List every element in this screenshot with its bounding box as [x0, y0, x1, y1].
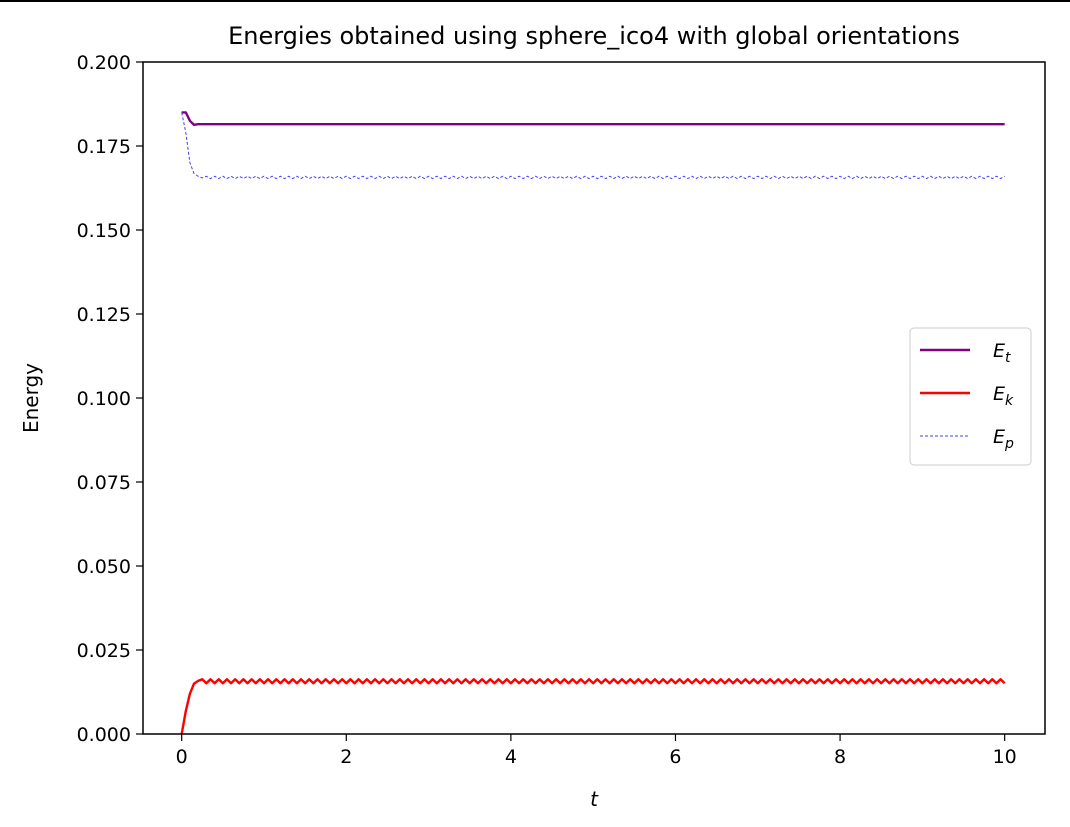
- x-tick-label: 10: [993, 746, 1017, 768]
- chart-title: Energies obtained using sphere_ico4 with…: [228, 22, 960, 50]
- series-layer: [180, 111, 1006, 735]
- x-tick-label: 0: [176, 746, 188, 768]
- y-tick-label: 0.150: [77, 220, 131, 242]
- legend-box: [909, 327, 1032, 466]
- y-axis: 0.000 0.025 0.050 0.075 0.100 0.125 0.150 0.175…: [77, 52, 143, 746]
- y-tick-label: 0.025: [77, 640, 131, 662]
- legend-label-p: Ep: [993, 426, 1014, 452]
- x-tick-label: 2: [340, 746, 352, 768]
- y-tick-label: 0.075: [77, 472, 131, 494]
- y-tick-label: 0.125: [77, 304, 131, 326]
- x-tick-label: 8: [834, 746, 846, 768]
- series-line-p: [181, 112, 1005, 180]
- legend-label-t: Et: [993, 340, 1011, 366]
- x-axis-label: t: [590, 787, 599, 811]
- x-tick-label: 4: [505, 746, 517, 768]
- legend-label-k: Ek: [993, 383, 1014, 409]
- x-tick-label: 6: [669, 746, 681, 768]
- series-line-t: [181, 111, 1005, 127]
- y-tick-label: 0.000: [77, 724, 131, 746]
- y-tick-label: 0.175: [77, 136, 131, 158]
- y-tick-label: 0.200: [77, 52, 131, 74]
- y-tick-label: 0.100: [77, 388, 131, 410]
- series-line-k: [180, 678, 1006, 735]
- x-axis: 0 2 4 6 8 10: [176, 734, 1017, 768]
- y-tick-label: 0.050: [77, 556, 131, 578]
- legend: Et Ek Ep: [909, 327, 1032, 466]
- y-axis-label: Energy: [19, 363, 43, 433]
